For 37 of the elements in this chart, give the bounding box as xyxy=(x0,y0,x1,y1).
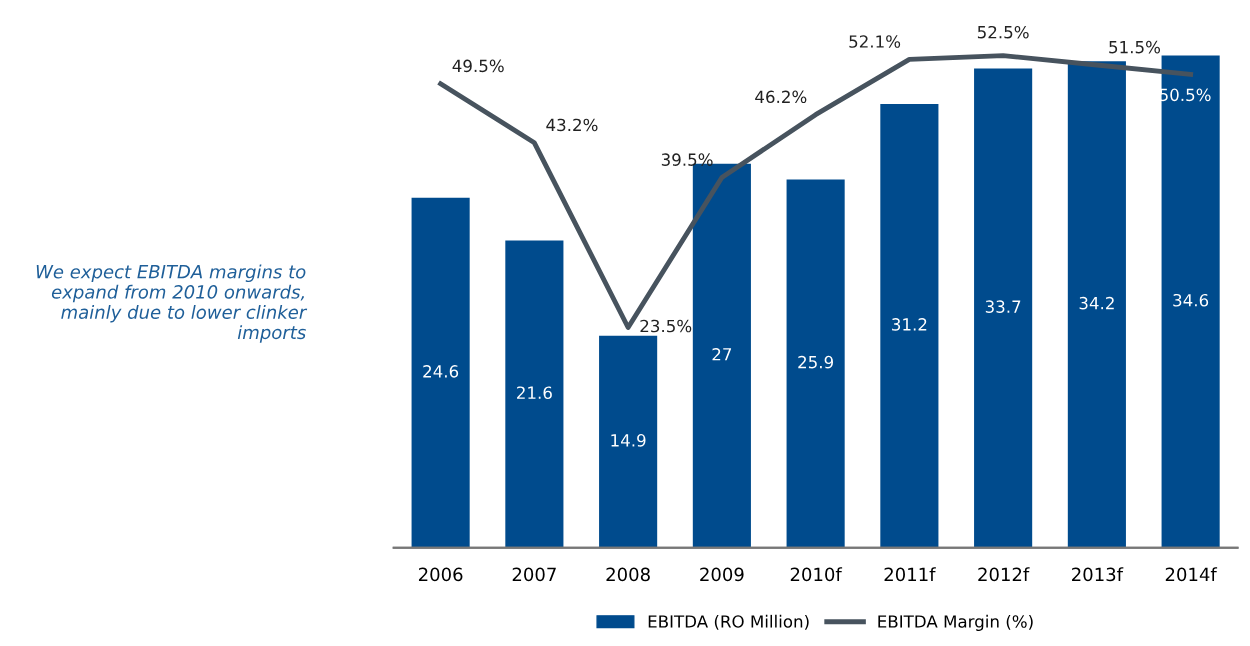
x-tick-label: 2013f xyxy=(1072,567,1124,582)
data-label: 27 xyxy=(712,348,732,361)
x-tick-label: 2014f xyxy=(1165,567,1218,582)
data-label: 25.9 xyxy=(798,355,834,369)
bar xyxy=(505,240,564,548)
data-label: 23.5% xyxy=(640,319,692,333)
x-tick-label: 2011f xyxy=(884,567,936,582)
data-label: 34.6 xyxy=(1173,293,1209,307)
x-tick-label: 2006 xyxy=(418,567,463,582)
x-tick-label: 2010f xyxy=(790,567,843,582)
data-label: 39.5% xyxy=(661,153,713,166)
legend-label: EBITDA (RO Million) xyxy=(648,614,809,630)
data-label: 34.2 xyxy=(1079,296,1114,310)
x-tick-label: 2008 xyxy=(606,567,650,582)
data-label: 46.2% xyxy=(755,90,807,104)
data-label: 52.1% xyxy=(849,35,901,48)
data-label: 14.9 xyxy=(611,434,646,447)
bar xyxy=(1161,55,1220,548)
bar xyxy=(786,179,845,548)
bar xyxy=(974,68,1033,548)
x-tick-label: 2012f xyxy=(978,567,1030,582)
legend-label: EBITDA Margin (%) xyxy=(878,614,1033,631)
data-label: 43.2% xyxy=(546,118,598,132)
bar xyxy=(880,103,939,548)
data-label: 33.7 xyxy=(985,300,1021,313)
data-label: 21.6 xyxy=(517,386,552,400)
data-label: 24.6 xyxy=(423,365,459,378)
x-tick-label: 2009 xyxy=(700,567,744,582)
data-label: 51.5% xyxy=(1109,40,1161,54)
text: We expect EBITDA margins to expand from 2010 onwards, mainly due to lower clinker imports xyxy=(36,264,308,343)
bar xyxy=(411,197,470,548)
data-label: 52.5% xyxy=(977,25,1029,39)
data-label: 31.2 xyxy=(892,318,927,331)
bar xyxy=(1067,61,1126,548)
bar xyxy=(599,335,658,548)
x-tick-label: 2007 xyxy=(512,567,556,582)
data-label: 49.5% xyxy=(452,59,504,73)
